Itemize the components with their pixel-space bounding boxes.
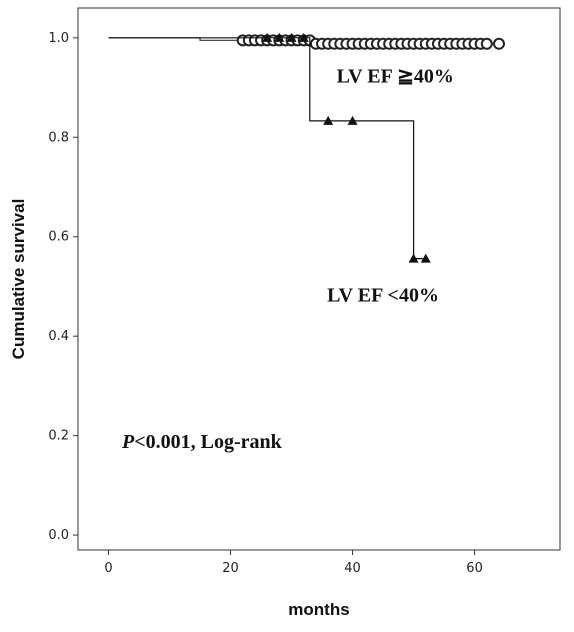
- censor-marker: [262, 32, 273, 42]
- y-tick-label: 0.2: [48, 429, 69, 444]
- y-tick-label: 0.0: [48, 528, 69, 543]
- x-tick-label: 20: [222, 561, 239, 576]
- plot-frame: [77, 7, 561, 551]
- censor-marker: [323, 115, 334, 125]
- censor-marker: [274, 32, 285, 42]
- series-annotation: LV EF ≧40%: [337, 66, 454, 88]
- y-tick-label: 0.6: [48, 230, 69, 245]
- p-value-italic: P: [121, 431, 135, 453]
- y-axis-ticks: 0.0 0.2 0.4 0.6 0.8 1.0: [48, 31, 78, 543]
- censor-marker: [480, 37, 493, 50]
- x-axis-ticks: 0 20 40 60: [104, 550, 483, 576]
- censor-marker: [347, 115, 358, 125]
- x-axis-title: months: [288, 600, 349, 619]
- x-tick-label: 60: [466, 561, 483, 576]
- y-axis-title: Cumulative survival: [9, 199, 28, 360]
- series-annotation: LV EF <40%: [327, 284, 439, 306]
- p-value-label: P<0.001, Log-rank: [121, 431, 283, 453]
- p-value-rest: <0.001, Log-rank: [134, 431, 282, 453]
- censor-marker: [408, 253, 419, 263]
- series-ef-lt-40: [108, 32, 431, 263]
- x-tick-label: 0: [104, 561, 112, 576]
- annotation-layer: LV EF ≧40% LV EF <40%: [327, 66, 454, 307]
- x-tick-label: 40: [344, 561, 361, 576]
- censor-marker: [492, 37, 505, 50]
- series-layer: [108, 32, 505, 263]
- censor-marker: [286, 32, 297, 42]
- censor-marker: [420, 253, 431, 263]
- y-tick-label: 1.0: [48, 31, 69, 46]
- y-tick-label: 0.4: [48, 329, 69, 344]
- y-tick-label: 0.8: [48, 130, 69, 145]
- censor-marker: [298, 32, 309, 42]
